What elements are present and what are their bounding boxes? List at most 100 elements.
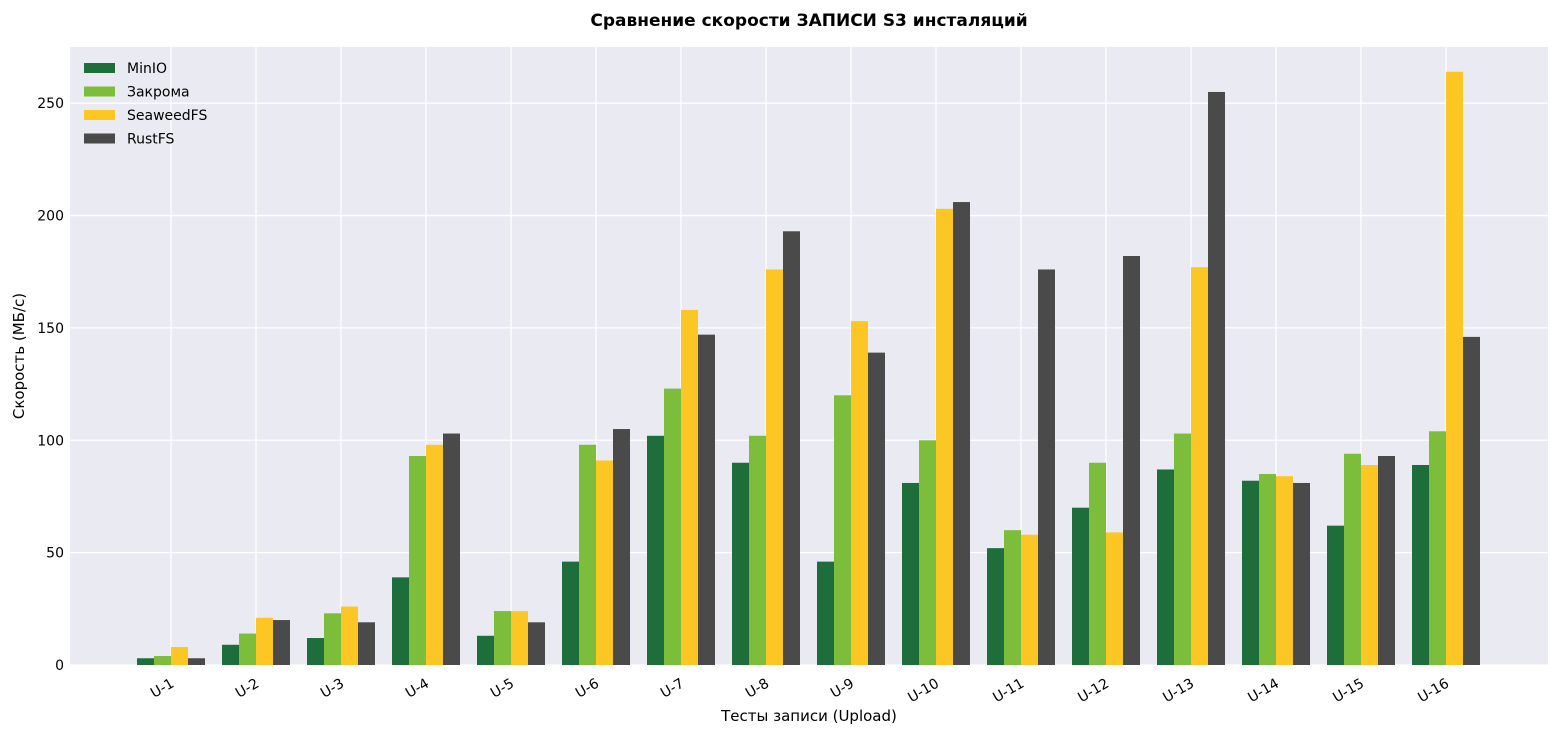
bars bbox=[137, 71, 1480, 666]
x-tick-label: U-16 bbox=[1415, 676, 1452, 706]
x-tick-label: U-9 bbox=[828, 676, 857, 702]
bar-rustfs bbox=[868, 352, 885, 665]
bar-закрома bbox=[1004, 530, 1021, 665]
bar-seaweedfs bbox=[1276, 476, 1293, 665]
x-tick-label: U-3 bbox=[318, 676, 347, 702]
bar-minio bbox=[1242, 480, 1259, 665]
bar-minio bbox=[1412, 464, 1429, 665]
y-tick-label: 100 bbox=[37, 433, 64, 449]
bar-закрома bbox=[664, 388, 681, 665]
y-axis-label: Скорость (МБ/с) bbox=[10, 293, 28, 419]
bar-seaweedfs bbox=[596, 460, 613, 665]
bar-minio bbox=[307, 638, 324, 665]
bar-seaweedfs bbox=[766, 269, 783, 665]
bar-закрома bbox=[239, 633, 256, 665]
bar-закрома bbox=[749, 435, 766, 665]
x-tick-label: U-13 bbox=[1160, 676, 1197, 706]
y-tick-label: 200 bbox=[37, 209, 64, 225]
bar-rustfs bbox=[1293, 482, 1310, 665]
x-tick-label: U-2 bbox=[233, 676, 262, 702]
x-tick-label: U-14 bbox=[1245, 676, 1282, 706]
x-tick-label: U-5 bbox=[488, 676, 517, 702]
bar-закрома bbox=[1259, 473, 1276, 665]
x-tick-label: U-4 bbox=[403, 676, 432, 702]
bar-seaweedfs bbox=[171, 647, 188, 665]
bar-minio bbox=[562, 561, 579, 665]
bar-seaweedfs bbox=[256, 617, 273, 665]
x-tick-label: U-8 bbox=[743, 676, 772, 702]
bar-закрома bbox=[919, 440, 936, 665]
bar-seaweedfs bbox=[426, 444, 443, 665]
legend-label: MinIO bbox=[127, 61, 167, 77]
y-tick-label: 250 bbox=[37, 96, 64, 112]
bar-rustfs bbox=[1463, 336, 1480, 665]
bar-закрома bbox=[409, 456, 426, 665]
y-tick-label: 50 bbox=[46, 546, 64, 562]
bar-minio bbox=[732, 462, 749, 665]
legend-label: SeaweedFS bbox=[127, 108, 207, 124]
y-ticks: 0 50 100 150 200 250 bbox=[37, 96, 64, 674]
bar-rustfs bbox=[188, 658, 205, 665]
plot-background bbox=[70, 47, 1548, 665]
y-tick-label: 0 bbox=[55, 658, 64, 674]
bar-minio bbox=[817, 561, 834, 665]
bar-закрома bbox=[834, 395, 851, 665]
y-tick-label: 150 bbox=[37, 321, 64, 337]
legend-swatch bbox=[84, 63, 115, 73]
bar-minio bbox=[1072, 507, 1089, 665]
bar-seaweedfs bbox=[1361, 464, 1378, 665]
bar-закрома bbox=[1429, 431, 1446, 665]
bar-seaweedfs bbox=[1446, 71, 1463, 666]
legend-label: Закрома bbox=[127, 85, 190, 101]
bar-rustfs bbox=[698, 334, 715, 665]
x-axis-label: Тесты записи (Upload) bbox=[720, 707, 897, 725]
bar-rustfs bbox=[273, 620, 290, 665]
bar-закрома bbox=[1089, 462, 1106, 665]
legend-swatch bbox=[84, 133, 115, 144]
bar-закрома bbox=[494, 611, 511, 665]
bar-minio bbox=[477, 635, 494, 665]
bar-seaweedfs bbox=[1021, 534, 1038, 665]
x-ticks: U-1 U-2 U-3 U-4 U-5 U-6 U-7 U-8 U-9 U-10 U-11 U-12 U… bbox=[148, 676, 1452, 706]
bar-minio bbox=[902, 482, 919, 665]
x-tick-label: U-6 bbox=[573, 676, 602, 702]
bar-rustfs bbox=[528, 622, 545, 665]
bar-seaweedfs bbox=[511, 611, 528, 665]
bar-закрома bbox=[1174, 433, 1191, 665]
bar-seaweedfs bbox=[851, 321, 868, 665]
bar-rustfs bbox=[953, 202, 970, 665]
bar-rustfs bbox=[1378, 456, 1395, 665]
bar-seaweedfs bbox=[341, 606, 358, 665]
bar-minio bbox=[392, 577, 409, 665]
bar-minio bbox=[647, 435, 664, 665]
bar-rustfs bbox=[783, 231, 800, 665]
chart-title: Сравнение скорости ЗАПИСИ S3 инсталяций bbox=[590, 11, 1027, 31]
x-tick-label: U-10 bbox=[905, 676, 942, 706]
legend: MinIO Закрома SeaweedFS RustFS bbox=[84, 61, 207, 148]
bar-закрома bbox=[579, 444, 596, 665]
bar-rustfs bbox=[1038, 269, 1055, 665]
bar-minio bbox=[987, 548, 1004, 665]
bar-rustfs bbox=[358, 622, 375, 665]
x-tick-label: U-7 bbox=[658, 676, 687, 702]
bar-seaweedfs bbox=[1191, 267, 1208, 665]
bar-rustfs bbox=[1208, 91, 1225, 666]
x-tick-label: U-1 bbox=[148, 676, 177, 702]
legend-swatch bbox=[84, 86, 115, 97]
bar-seaweedfs bbox=[936, 208, 953, 665]
bar-minio bbox=[1327, 525, 1344, 665]
bar-rustfs bbox=[443, 433, 460, 665]
x-tick-label: U-15 bbox=[1330, 676, 1367, 706]
bar-minio bbox=[137, 658, 154, 665]
bar-закрома bbox=[154, 656, 171, 665]
bar-minio bbox=[222, 644, 239, 665]
bar-rustfs bbox=[613, 429, 630, 665]
bar-закрома bbox=[324, 613, 341, 665]
bar-minio bbox=[1157, 469, 1174, 665]
bar-seaweedfs bbox=[681, 309, 698, 665]
x-tick-label: U-12 bbox=[1075, 676, 1112, 706]
bar-seaweedfs bbox=[1106, 532, 1123, 665]
bar-закрома bbox=[1344, 453, 1361, 665]
legend-label: RustFS bbox=[127, 132, 175, 148]
